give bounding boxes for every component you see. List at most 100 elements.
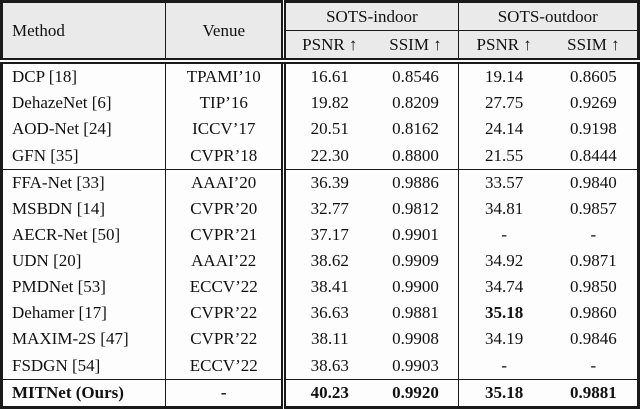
venue-cell: TIP’16: [165, 90, 287, 117]
psnr-indoor-cell: 38.11: [310, 329, 349, 349]
table-row: MAXIM-2S [47] CVPR’22 38.11 0.9908 34.19…: [1, 326, 639, 353]
method-cell: MSBDN [14]: [1, 195, 167, 222]
header-metric-row: PSNR ↑ SSIM ↑ PSNR ↑ SSIM ↑: [2, 30, 639, 64]
ssim-outdoor-cell: 0.9269: [570, 93, 617, 113]
header-psnr-outdoor: PSNR ↑: [458, 30, 550, 64]
venue-cell: CVPR’21: [165, 221, 287, 248]
table-row: AOD-Net [24] ICCV’17 20.51 0.8162 24.14 …: [1, 116, 639, 143]
psnr-outdoor-cell: 19.14: [485, 67, 524, 87]
method-cell: MAXIM-2S [47]: [1, 326, 167, 353]
ssim-outdoor-cell: 0.9871: [570, 251, 617, 271]
psnr-outdoor-cell: 34.74: [485, 277, 524, 297]
venue-cell: AAAI’22: [165, 248, 287, 275]
method-cell: DCP [18]: [1, 61, 167, 91]
header-venue: Venue: [165, 1, 287, 64]
ssim-indoor-cell: 0.9886: [373, 169, 459, 196]
ssim-outdoor-cell: 0.9881: [549, 378, 639, 408]
header-method: Method: [1, 1, 167, 64]
venue-cell: ECCV’22: [165, 352, 287, 380]
table-header: Method Venue SOTS-indoor SOTS-outdoor PS…: [1, 1, 639, 64]
header-sots-outdoor: SOTS-outdoor: [458, 1, 639, 31]
psnr-indoor-cell: 32.77: [310, 198, 349, 218]
ssim-outdoor-cell: 0.9860: [570, 303, 617, 323]
psnr-outdoor-cell: 34.92: [485, 251, 524, 271]
psnr-outdoor-cell: -: [458, 352, 550, 380]
psnr-indoor-cell: 38.63: [283, 352, 374, 380]
table-row: PMDNet [53] ECCV’22 38.41 0.9900 34.74 0…: [1, 274, 639, 301]
venue-cell: CVPR’18: [165, 142, 287, 170]
method-cell: AOD-Net [24]: [1, 116, 167, 143]
psnr-outdoor-cell: -: [501, 224, 507, 244]
method-cell: MITNet (Ours): [1, 378, 167, 408]
header-psnr-indoor: PSNR ↑: [283, 30, 374, 64]
header-ssim-indoor: SSIM ↑: [373, 30, 459, 64]
table-row: FFA-Net [33] AAAI’20 36.39 0.9886 33.57 …: [1, 169, 639, 196]
psnr-outdoor-cell: 33.57: [485, 172, 524, 192]
table-row: AECR-Net [50] CVPR’21 37.17 0.9901 - -: [1, 221, 639, 248]
psnr-outdoor-cell: 24.14: [485, 119, 524, 139]
venue-cell: CVPR’20: [165, 195, 287, 222]
table-row: MSBDN [14] CVPR’20 32.77 0.9812 34.81 0.…: [1, 195, 639, 222]
psnr-indoor-cell: 37.17: [310, 224, 349, 244]
venue-cell: AAAI’20: [165, 169, 287, 196]
venue-cell: CVPR’22: [165, 326, 287, 353]
venue-cell: -: [165, 378, 287, 408]
psnr-indoor-cell: 36.39: [310, 172, 349, 192]
table-row: DCP [18] TPAMI’10 16.61 0.8546 19.14 0.8…: [1, 61, 639, 91]
venue-cell: TPAMI’10: [165, 61, 287, 91]
method-cell: AECR-Net [50]: [1, 221, 167, 248]
psnr-outdoor-cell: 34.81: [485, 198, 524, 218]
table-row: GFN [35] CVPR’18 22.30 0.8800 21.55 0.84…: [1, 142, 639, 170]
ssim-outdoor-cell: -: [590, 224, 597, 244]
header-sots-indoor: SOTS-indoor: [283, 1, 459, 31]
table-body: DCP [18] TPAMI’10 16.61 0.8546 19.14 0.8…: [1, 61, 639, 408]
ssim-indoor-cell: 0.9903: [373, 352, 459, 380]
method-cell: GFN [35]: [1, 142, 167, 170]
ssim-outdoor-cell: 0.9846: [570, 329, 617, 349]
venue-cell: CVPR’22: [165, 300, 287, 327]
psnr-outdoor-cell: 21.55: [458, 142, 550, 170]
table-row: DehazeNet [6] TIP’16 19.82 0.8209 27.75 …: [1, 90, 639, 117]
ssim-outdoor-cell: -: [549, 352, 639, 380]
psnr-indoor-cell: 20.51: [310, 119, 349, 139]
ssim-indoor-cell: 0.9812: [373, 195, 459, 222]
ssim-outdoor-cell: 0.9840: [570, 172, 617, 192]
psnr-indoor-cell: 16.61: [310, 67, 349, 87]
psnr-indoor-cell: 36.63: [310, 303, 349, 323]
table-row-ours: MITNet (Ours) - 40.23 0.9920 35.18 0.988…: [1, 378, 639, 408]
psnr-outdoor-cell: 35.18: [458, 378, 550, 408]
ssim-indoor-cell: 0.9901: [373, 221, 459, 248]
method-cell: Dehamer [17]: [1, 300, 167, 327]
table-row: FSDGN [54] ECCV’22 38.63 0.9903 - -: [1, 352, 639, 380]
psnr-indoor-cell: 40.23: [283, 378, 374, 408]
method-cell: FSDGN [54]: [1, 352, 167, 380]
method-cell: UDN [20]: [1, 248, 167, 275]
method-cell: PMDNet [53]: [1, 274, 167, 301]
ssim-indoor-cell: 0.9881: [373, 300, 459, 327]
ssim-outdoor-cell: 0.9850: [570, 277, 617, 297]
table-row: Dehamer [17] CVPR’22 36.63 0.9881 35.18 …: [1, 300, 639, 327]
ssim-indoor-cell: 0.9900: [373, 274, 459, 301]
header-group-row: Method Venue SOTS-indoor SOTS-outdoor: [1, 1, 639, 64]
ssim-indoor-cell: 0.8546: [373, 61, 459, 91]
method-cell: FFA-Net [33]: [1, 169, 167, 196]
psnr-outdoor-cell: 35.18: [485, 303, 524, 323]
psnr-indoor-cell: 38.62: [310, 251, 349, 271]
ssim-outdoor-cell: 0.8605: [570, 67, 617, 87]
ssim-outdoor-cell: 0.8444: [549, 142, 639, 170]
psnr-outdoor-cell: 27.75: [485, 93, 524, 113]
method-cell: DehazeNet [6]: [1, 90, 167, 117]
ssim-outdoor-cell: 0.9198: [570, 119, 617, 139]
psnr-indoor-cell: 38.41: [310, 277, 349, 297]
ssim-indoor-cell: 0.8800: [373, 142, 459, 170]
table-row: UDN [20] AAAI’22 38.62 0.9909 34.92 0.98…: [1, 248, 639, 275]
ssim-indoor-cell: 0.9908: [373, 326, 459, 353]
ssim-indoor-cell: 0.8162: [373, 116, 459, 143]
psnr-indoor-cell: 22.30: [283, 142, 374, 170]
header-ssim-outdoor: SSIM ↑: [549, 30, 639, 64]
ssim-outdoor-cell: 0.9857: [570, 198, 617, 218]
psnr-outdoor-cell: 34.19: [485, 329, 524, 349]
psnr-indoor-cell: 19.82: [310, 93, 349, 113]
ssim-indoor-cell: 0.9909: [373, 248, 459, 275]
